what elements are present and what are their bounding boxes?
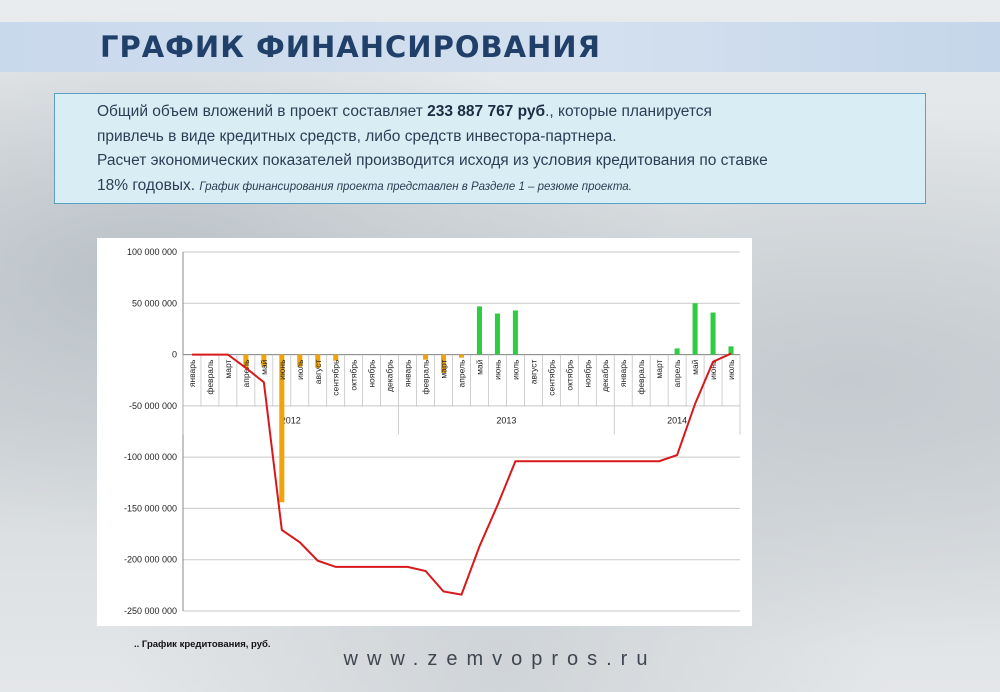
bar (458, 354, 465, 358)
bar (243, 354, 249, 368)
month-label: октябрь (349, 359, 359, 391)
month-label: июнь (708, 359, 718, 380)
info-line1-post: ., которые планируется (545, 103, 712, 120)
y-tick-label: 50 000 000 (132, 298, 177, 308)
month-label: сентябрь (331, 359, 341, 396)
month-label: январь (403, 359, 413, 387)
bar (476, 306, 482, 355)
month-label: август (528, 359, 538, 384)
bar (512, 310, 518, 355)
year-label: 2014 (667, 416, 687, 426)
footer-url: www.zemvopros.ru (343, 648, 657, 670)
bar (333, 354, 339, 361)
y-tick-label: 100 000 000 (127, 247, 177, 257)
info-line4: 18% годовых. (97, 176, 200, 194)
year-label: 2012 (281, 416, 301, 426)
month-label: сентябрь (546, 359, 556, 396)
month-label: апрель (241, 359, 251, 387)
month-label: март (439, 359, 449, 378)
bar (710, 312, 716, 355)
bar (279, 354, 285, 503)
month-label: июль (295, 359, 305, 380)
month-label: декабрь (385, 359, 395, 392)
month-label: апрель (672, 359, 682, 387)
bar (674, 348, 680, 355)
month-label: март (223, 359, 233, 378)
bar (423, 354, 429, 360)
bar (315, 354, 321, 368)
month-label: апрель (457, 359, 467, 387)
bar (494, 313, 500, 355)
bar (728, 346, 734, 355)
info-text: Общий объем вложений в проект составляет… (97, 100, 919, 199)
page-title: ГРАФИК ФИНАНСИРОВАНИЯ (100, 30, 601, 64)
bar (261, 354, 267, 367)
chart-area: 100 000 000 50 000 000 0 -50 000 000 -100 00… (97, 238, 752, 626)
y-tick-label: -50 000 000 (129, 401, 177, 411)
month-label: август (313, 359, 323, 384)
bar (441, 354, 447, 374)
y-tick-label: -100 000 000 (124, 452, 177, 462)
chart-caption: .. График кредитования, руб. (134, 639, 271, 650)
y-tick-label: -150 000 000 (124, 503, 177, 513)
bar (297, 354, 303, 367)
bar (692, 303, 698, 355)
info-box: Общий объем вложений в проект составляет… (54, 93, 926, 204)
month-label: октябрь (564, 359, 574, 391)
month-label: июль (726, 359, 736, 380)
month-label: июнь (492, 359, 502, 380)
month-label: июнь (277, 359, 287, 380)
month-label: февраль (421, 359, 431, 395)
year-label: 2013 (496, 416, 516, 426)
month-label: февраль (636, 359, 646, 395)
y-tick-label: -200 000 000 (124, 555, 177, 565)
info-line1-pre: Общий объем вложений в проект составляет (97, 103, 428, 120)
month-label: июль (510, 359, 520, 380)
y-tick-label: -250 000 000 (124, 606, 177, 616)
info-note: График финансирования проекта представле… (199, 180, 632, 193)
month-label: ноябрь (582, 359, 592, 388)
financing-chart: 100 000 000 50 000 000 0 -50 000 000 -100 00… (124, 247, 741, 616)
y-tick-label: 0 (172, 350, 177, 360)
info-total-amount: 233 887 767 руб (427, 103, 546, 120)
month-label: декабрь (600, 359, 610, 392)
cumulative-line (191, 352, 732, 596)
title-band (0, 22, 1000, 72)
month-label: ноябрь (367, 359, 377, 388)
month-label: май (259, 359, 269, 375)
month-label: февраль (205, 359, 215, 395)
month-label: май (690, 359, 700, 375)
month-label: май (474, 359, 484, 375)
info-line3: Расчет экономических показателей произво… (97, 152, 768, 169)
month-label: январь (187, 359, 197, 387)
info-line2: привлечь в виде кредитных средств, либо … (97, 127, 617, 145)
month-label: март (654, 359, 664, 378)
month-label: январь (618, 359, 628, 387)
